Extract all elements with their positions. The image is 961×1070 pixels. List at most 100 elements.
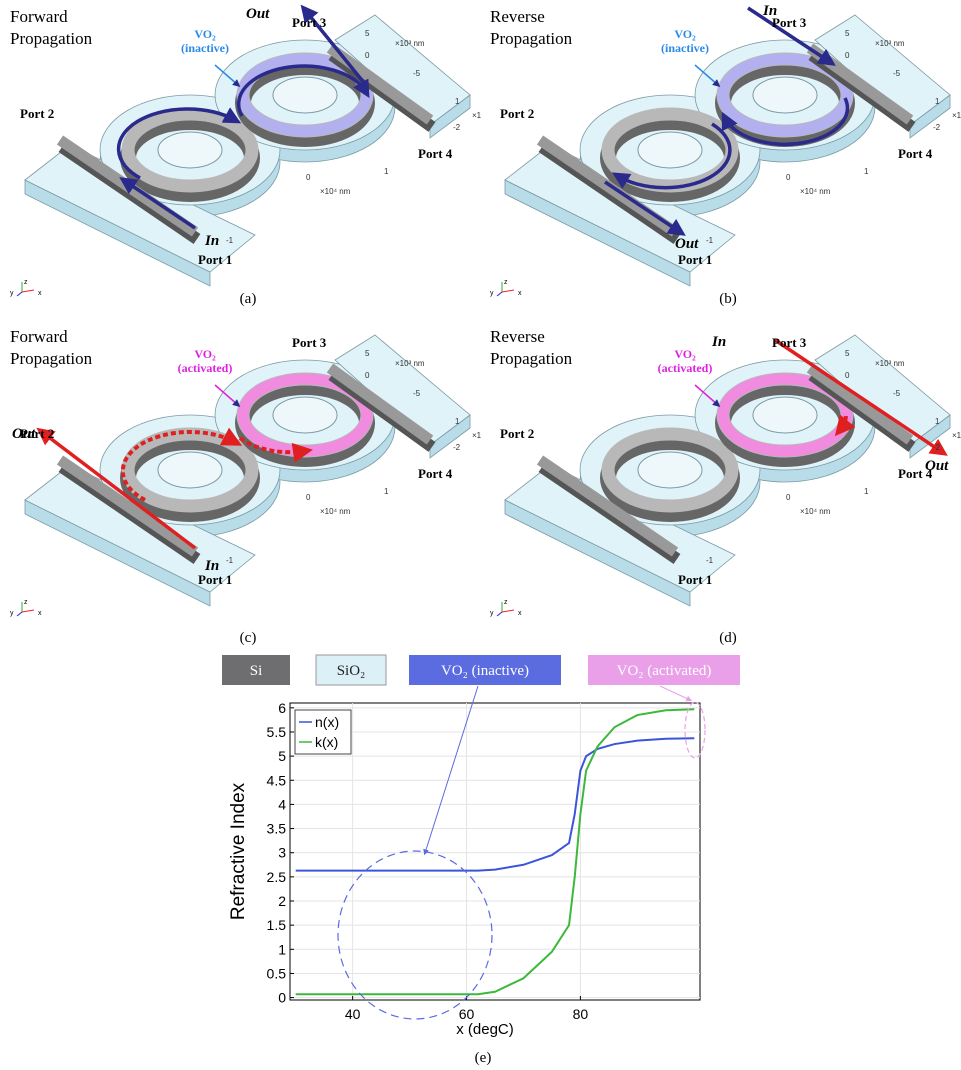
vo2-label: (inactive) — [181, 41, 229, 55]
axis-text: 0 — [306, 493, 311, 502]
y-tick-label: 6 — [278, 700, 286, 716]
y-tick-label: 1 — [278, 941, 286, 957]
axis-text: -1 — [706, 236, 714, 245]
axis-text: ×10⁴ nm — [800, 187, 831, 196]
panel-title: Propagation — [490, 29, 573, 48]
port-label: Port 1 — [678, 572, 712, 587]
y-axis-label: Refractive Index — [228, 782, 249, 920]
panel-title: Propagation — [490, 349, 573, 368]
axis-text: ×10⁴ nm — [320, 507, 351, 516]
axis-text: 1 — [864, 167, 869, 176]
axis-text: 1 — [384, 487, 389, 496]
y-tick-label: 4 — [278, 796, 286, 812]
x-tick-label: 80 — [573, 1006, 589, 1022]
port-label: Port 1 — [198, 572, 232, 587]
axis-text: 0 — [365, 371, 370, 380]
y-tick-label: 5.5 — [267, 724, 287, 740]
triad-label: x — [518, 290, 522, 297]
vo2-label: VO₂ — [674, 27, 696, 41]
axis-text: 0 — [786, 493, 791, 502]
out-label: Out — [675, 236, 699, 252]
panel-caption: (d) — [719, 630, 737, 646]
legend-label: k(x) — [315, 734, 338, 750]
vo2-label: (activated) — [178, 361, 233, 375]
axis-text: ×10³ nm — [875, 359, 905, 368]
axis-text: ×10³ nm — [875, 39, 905, 48]
triad-label: y — [490, 610, 494, 617]
port-label: Port 2 — [500, 106, 534, 121]
material-label: VO₂ (inactive) — [441, 663, 529, 679]
out-label: Out — [246, 6, 270, 22]
triad-label: z — [504, 599, 508, 606]
y-tick-label: 3 — [278, 845, 286, 861]
port-label: Port 3 — [772, 15, 807, 30]
legend-label: n(x) — [315, 714, 339, 730]
ring-hole — [158, 452, 222, 488]
panel-caption: (e) — [475, 1050, 492, 1066]
axis-text: 0 — [845, 51, 850, 60]
axis-text: ×10⁴ nm — [800, 507, 831, 516]
panel-title: Forward — [10, 7, 68, 26]
ring-hole — [273, 77, 337, 113]
vo2-label: VO₂ — [194, 27, 216, 41]
axis-text: 1 — [864, 487, 869, 496]
device-panel: ForwardPropagationVO₂(inactive)Port 1Por… — [10, 6, 482, 307]
triad-label: z — [24, 279, 28, 286]
ring-hole — [638, 132, 702, 168]
triad-label: x — [38, 290, 42, 297]
ring-hole — [753, 77, 817, 113]
ring-hole — [753, 397, 817, 433]
triad-axis — [502, 290, 514, 292]
triad-label: y — [10, 290, 14, 297]
annotation-arrow — [660, 686, 690, 700]
axis-text: 0 — [365, 51, 370, 60]
vo2-label: VO₂ — [674, 347, 696, 361]
axis-text: 1 — [935, 417, 940, 426]
out-label: Out — [12, 426, 36, 442]
axis-text: 0 — [306, 173, 311, 182]
axis-text: -1 — [226, 236, 234, 245]
in-label: In — [762, 3, 777, 19]
y-tick-label: 0.5 — [267, 965, 287, 981]
axis-text: -5 — [893, 389, 901, 398]
axis-text: ×10³ nm — [395, 39, 425, 48]
material-label: Si — [250, 663, 263, 679]
axis-text: ×1 — [952, 431, 961, 440]
axis-text: ×10⁴ nm — [320, 187, 351, 196]
ring-hole — [273, 397, 337, 433]
axis-text: -5 — [893, 69, 901, 78]
axis-text: 5 — [845, 29, 850, 38]
triad-label: z — [504, 279, 508, 286]
panel-title: Forward — [10, 327, 68, 346]
figure: ForwardPropagationVO₂(inactive)Port 1Por… — [0, 0, 961, 1070]
axis-text: -2 — [933, 443, 941, 452]
out-label: Out — [925, 458, 949, 474]
y-tick-label: 2 — [278, 893, 286, 909]
panel-title: Reverse — [490, 7, 545, 26]
in-label: In — [204, 558, 219, 574]
port-label: Port 1 — [678, 252, 712, 267]
y-tick-label: 2.5 — [267, 869, 287, 885]
port-label: Port 4 — [418, 146, 453, 161]
axis-text: 5 — [365, 349, 370, 358]
axis-text: ×1 — [472, 111, 482, 120]
triad-axis — [502, 610, 514, 612]
vo2-label: (activated) — [658, 361, 713, 375]
triad-label: x — [518, 610, 522, 617]
port-label: Port 4 — [898, 146, 933, 161]
port-label: Port 4 — [418, 466, 453, 481]
axis-text: 1 — [935, 97, 940, 106]
port-label: Port 1 — [198, 252, 232, 267]
port-label: Port 3 — [292, 15, 327, 30]
triad-label: x — [38, 610, 42, 617]
triad-axis — [497, 612, 502, 616]
ring-hole — [638, 452, 702, 488]
ring-hole — [158, 132, 222, 168]
material-label: SiO₂ — [337, 663, 366, 679]
y-tick-label: 1.5 — [267, 917, 287, 933]
axis-text: 1 — [455, 417, 460, 426]
panel-title: Reverse — [490, 327, 545, 346]
x-tick-label: 40 — [345, 1006, 361, 1022]
triad-label: y — [490, 290, 494, 297]
